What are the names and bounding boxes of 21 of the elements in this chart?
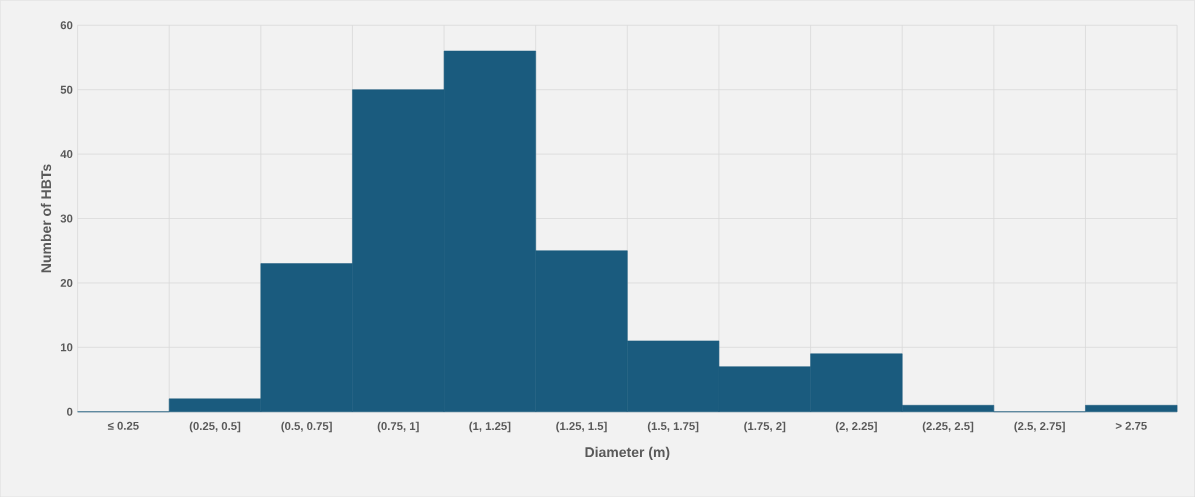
x-tick-label: (0.5, 0.75] (281, 421, 332, 433)
x-tick-label: (0.25, 0.5] (189, 421, 241, 433)
y-tick-label: 10 (60, 343, 73, 352)
y-tick-label: 60 (60, 21, 73, 30)
x-tick-label: (2.25, 2.5] (922, 421, 974, 433)
y-tick-label: 0 (67, 407, 73, 416)
x-tick-label: (2.5, 2.75] (1014, 421, 1065, 433)
x-axis-title: Diameter (m) (585, 446, 670, 460)
x-tick-label: (1.25, 1.5] (556, 421, 607, 433)
x-tick-label: ≤ 0.25 (107, 421, 139, 430)
x-tick-label: (0.75, 1] (377, 421, 419, 433)
x-tick-label: (1.75, 2] (744, 421, 786, 433)
x-tick-label: > 2.75 (1115, 421, 1147, 430)
x-tick-label: (2, 2.25] (835, 421, 877, 433)
y-tick-label: 40 (60, 149, 73, 158)
y-tick-label: 20 (60, 278, 73, 287)
x-tick-label: (1.5, 1.75] (647, 421, 699, 433)
y-axis-title: Number of HBTs (40, 164, 52, 273)
y-tick-label: 50 (60, 85, 73, 94)
x-tick-label: (1, 1.25] (469, 421, 511, 433)
y-tick-label: 30 (60, 214, 73, 223)
